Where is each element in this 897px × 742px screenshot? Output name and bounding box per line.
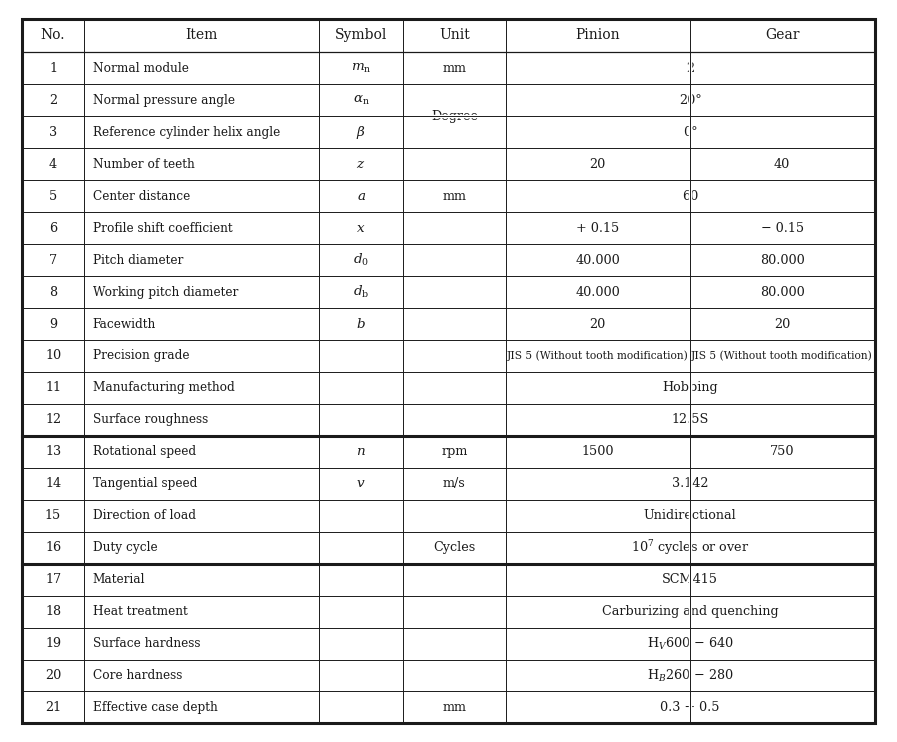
Text: Cycles: Cycles	[433, 541, 475, 554]
Text: Reference cylinder helix angle: Reference cylinder helix angle	[92, 126, 280, 139]
Text: Gear: Gear	[765, 28, 799, 42]
Text: 12: 12	[45, 413, 61, 427]
Text: Rotational speed: Rotational speed	[92, 445, 196, 459]
Text: Effective case depth: Effective case depth	[92, 701, 217, 714]
Text: Carburizing and quenching: Carburizing and quenching	[602, 605, 779, 618]
Text: Item: Item	[185, 28, 218, 42]
Text: Degree: Degree	[431, 110, 478, 122]
Text: Symbol: Symbol	[335, 28, 388, 42]
Text: 1: 1	[49, 62, 57, 75]
Text: 1500: 1500	[581, 445, 614, 459]
Text: Facewidth: Facewidth	[92, 318, 156, 330]
Text: $d_0$: $d_0$	[353, 252, 370, 268]
Text: Material: Material	[92, 573, 145, 586]
Text: 40: 40	[774, 158, 790, 171]
Text: 20: 20	[774, 318, 790, 330]
Text: Surface hardness: Surface hardness	[92, 637, 200, 650]
Text: $b$: $b$	[356, 317, 366, 331]
Text: 19: 19	[45, 637, 61, 650]
Text: 10$^7$ cycles or over: 10$^7$ cycles or over	[631, 538, 749, 557]
Text: H$_B$260 − 280: H$_B$260 − 280	[647, 668, 734, 683]
Text: 6: 6	[49, 222, 57, 234]
Text: 0°: 0°	[683, 126, 697, 139]
Text: Unidirectional: Unidirectional	[644, 509, 736, 522]
Text: 80.000: 80.000	[760, 254, 805, 266]
Text: mm: mm	[442, 701, 466, 714]
Text: $d_\mathrm{b}$: $d_\mathrm{b}$	[353, 284, 370, 300]
Text: Surface roughness: Surface roughness	[92, 413, 208, 427]
Text: $n$: $n$	[356, 445, 366, 459]
Text: mm: mm	[442, 190, 466, 203]
Text: 14: 14	[45, 477, 61, 490]
Text: 20: 20	[589, 318, 605, 330]
Text: Center distance: Center distance	[92, 190, 190, 203]
Text: H$_V$600 − 640: H$_V$600 − 640	[647, 635, 734, 651]
Text: Manufacturing method: Manufacturing method	[92, 381, 234, 395]
Text: $\beta$: $\beta$	[356, 124, 366, 141]
Text: 7: 7	[49, 254, 57, 266]
Text: Precision grade: Precision grade	[92, 349, 189, 362]
Text: 9: 9	[49, 318, 57, 330]
Text: Pinion: Pinion	[575, 28, 620, 42]
Text: JIS 5 (Without tooth modification): JIS 5 (Without tooth modification)	[692, 351, 873, 361]
Text: 11: 11	[45, 381, 61, 395]
Text: 13: 13	[45, 445, 61, 459]
Text: Tangential speed: Tangential speed	[92, 477, 197, 490]
Text: $a$: $a$	[357, 190, 366, 203]
Text: 3.142: 3.142	[672, 477, 709, 490]
Text: 21: 21	[45, 701, 61, 714]
Text: rpm: rpm	[441, 445, 467, 459]
Text: 60: 60	[682, 190, 698, 203]
Text: Pitch diameter: Pitch diameter	[92, 254, 183, 266]
Text: Working pitch diameter: Working pitch diameter	[92, 286, 238, 298]
Text: Normal pressure angle: Normal pressure angle	[92, 93, 235, 107]
Text: 12.5S: 12.5S	[672, 413, 709, 427]
Text: $\alpha_\mathrm{n}$: $\alpha_\mathrm{n}$	[353, 93, 370, 107]
Text: $x$: $x$	[356, 222, 366, 234]
Text: 17: 17	[45, 573, 61, 586]
Text: 18: 18	[45, 605, 61, 618]
Text: JIS 5 (Without tooth modification): JIS 5 (Without tooth modification)	[507, 351, 689, 361]
Text: 20: 20	[589, 158, 605, 171]
Text: 40.000: 40.000	[575, 286, 620, 298]
Text: Profile shift coefficient: Profile shift coefficient	[92, 222, 232, 234]
Text: Direction of load: Direction of load	[92, 509, 196, 522]
Text: SCM415: SCM415	[662, 573, 718, 586]
Text: mm: mm	[442, 62, 466, 75]
Text: 5: 5	[49, 190, 57, 203]
Text: 2: 2	[686, 62, 694, 75]
Text: Hobbing: Hobbing	[662, 381, 718, 395]
Text: 16: 16	[45, 541, 61, 554]
Text: 15: 15	[45, 509, 61, 522]
Text: 20: 20	[45, 669, 61, 682]
Text: m/s: m/s	[443, 477, 466, 490]
Text: 750: 750	[770, 445, 795, 459]
Text: 40.000: 40.000	[575, 254, 620, 266]
Text: 0.3 − 0.5: 0.3 − 0.5	[660, 701, 719, 714]
Text: Heat treatment: Heat treatment	[92, 605, 187, 618]
Text: Core hardness: Core hardness	[92, 669, 182, 682]
Text: + 0.15: + 0.15	[576, 222, 619, 234]
Text: − 0.15: − 0.15	[761, 222, 804, 234]
Text: Normal module: Normal module	[92, 62, 188, 75]
Text: 8: 8	[49, 286, 57, 298]
Text: $z$: $z$	[356, 158, 366, 171]
Text: Number of teeth: Number of teeth	[92, 158, 195, 171]
Text: 80.000: 80.000	[760, 286, 805, 298]
Text: 4: 4	[49, 158, 57, 171]
Text: 20°: 20°	[679, 93, 701, 107]
Text: 3: 3	[49, 126, 57, 139]
Text: $v$: $v$	[356, 477, 366, 490]
Text: 2: 2	[49, 93, 57, 107]
Text: Duty cycle: Duty cycle	[92, 541, 157, 554]
Text: Unit: Unit	[440, 28, 470, 42]
Text: 10: 10	[45, 349, 61, 362]
Text: $m_\mathrm{n}$: $m_\mathrm{n}$	[351, 62, 371, 75]
Text: No.: No.	[41, 28, 65, 42]
